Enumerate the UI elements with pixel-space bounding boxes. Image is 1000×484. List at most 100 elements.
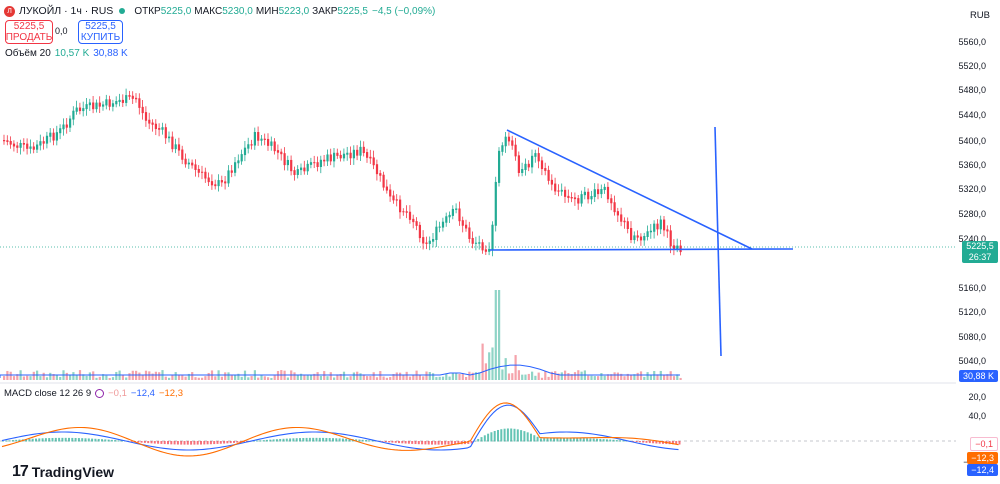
- candle-body: [663, 219, 666, 231]
- macd-histogram-bar: [599, 438, 602, 442]
- price-axis-label: 5360,0: [958, 160, 986, 170]
- macd-histogram-bar: [48, 438, 51, 442]
- volume-bar: [646, 372, 649, 380]
- volume-bar: [547, 376, 550, 380]
- macd-line: [1, 404, 679, 451]
- volume-bar: [49, 372, 52, 380]
- candle-body: [234, 162, 237, 173]
- volume-bar: [570, 374, 573, 380]
- volume-bar: [177, 374, 181, 380]
- volume-bar: [69, 375, 72, 380]
- macd-histogram-bar: [427, 441, 430, 445]
- volume-legend[interactable]: Объём 20 10,57 K 30,88 K: [5, 48, 128, 59]
- macd-histogram-bar: [233, 441, 235, 443]
- macd-histogram-bar: [64, 437, 67, 442]
- candle-body: [214, 184, 217, 187]
- macd-histogram-bar: [180, 441, 183, 445]
- volume-bar: [504, 358, 507, 380]
- macd-histogram-bar: [282, 438, 285, 442]
- volume-bar: [656, 374, 659, 380]
- tradingview-logo[interactable]: 17 TradingView: [12, 463, 114, 481]
- macd-histogram-bar: [437, 441, 440, 445]
- volume-bar: [375, 377, 379, 380]
- volume-bar: [392, 374, 395, 380]
- candle-body: [418, 224, 421, 239]
- macd-histogram-bar: [658, 441, 661, 444]
- volume-bar: [168, 377, 171, 380]
- volume-bar: [560, 372, 563, 380]
- macd-histogram-bar: [18, 439, 21, 442]
- volume-bar: [197, 377, 200, 380]
- candle-body: [290, 159, 293, 172]
- candle-body: [111, 103, 115, 107]
- volume-bar: [329, 372, 332, 380]
- sell-label: ПРОДАТЬ: [5, 32, 53, 43]
- macd-histogram-bar: [579, 438, 582, 442]
- macd-histogram-bar: [411, 441, 414, 444]
- macd-histogram-bar: [493, 430, 496, 442]
- volume-bar: [45, 377, 49, 380]
- volume-bar: [366, 376, 369, 380]
- volume-bar: [412, 375, 415, 380]
- candle-body: [224, 181, 227, 184]
- volume-bar: [346, 377, 349, 380]
- candle-body: [362, 146, 365, 154]
- volume-bar: [425, 371, 428, 380]
- candle-body: [587, 191, 590, 200]
- visibility-icon[interactable]: [95, 389, 105, 398]
- candle-body: [59, 128, 62, 134]
- price-axis-label: 5040,0: [958, 356, 986, 366]
- volume-bar: [316, 372, 319, 380]
- macd-histogram-bar: [157, 441, 160, 444]
- volume-bar: [630, 374, 633, 380]
- macd-histogram-bar: [25, 439, 28, 442]
- macd-histogram-bar: [503, 428, 506, 442]
- candle-body: [141, 106, 144, 114]
- volume-bar: [204, 376, 207, 380]
- volume-bar: [524, 374, 527, 380]
- macd-histogram-bar: [549, 438, 552, 442]
- currency-selector[interactable]: RUB: [969, 10, 990, 21]
- candle-body: [580, 194, 583, 204]
- macd-histogram-bar: [404, 441, 407, 444]
- volume-bar: [88, 372, 91, 380]
- macd-histogram-bar: [642, 441, 645, 443]
- candle-body: [174, 144, 177, 150]
- volume-bar: [369, 376, 372, 380]
- buy-button[interactable]: 5225,5 КУПИТЬ: [78, 20, 123, 44]
- candle-body: [333, 152, 336, 162]
- macd-histogram-bar: [183, 441, 186, 445]
- symbol-title[interactable]: ЛУКОЙЛ · 1ч · RUS: [19, 5, 114, 17]
- macd-legend[interactable]: MACD close 12 26 9 −0,1 −12,4 −12,3: [4, 388, 183, 399]
- candle-body: [659, 219, 662, 230]
- candle-body: [590, 196, 593, 200]
- macd-histogram-bar: [602, 439, 605, 442]
- macd-histogram-bar: [648, 441, 651, 444]
- volume-bar: [9, 371, 12, 380]
- volume-bar: [478, 372, 481, 380]
- volume-bar: [59, 376, 62, 380]
- candle-body: [570, 197, 573, 199]
- sell-button[interactable]: 5225,5 ПРОДАТЬ: [5, 20, 53, 44]
- volume-bar: [296, 375, 299, 380]
- candle-body: [610, 198, 613, 204]
- candle-body: [131, 95, 134, 99]
- macd-signal-tag: −12,3: [967, 452, 998, 464]
- candle-body: [468, 227, 471, 239]
- volume-bar: [422, 376, 425, 380]
- candle-body: [95, 102, 98, 110]
- volume-bar: [333, 377, 336, 380]
- price-axis-label: 5080,0: [958, 332, 986, 342]
- volume-bar: [379, 371, 382, 380]
- volume-bar: [309, 374, 313, 380]
- macd-histogram-bar: [266, 439, 268, 442]
- volume-bar: [620, 373, 623, 380]
- candle-body: [78, 107, 82, 112]
- candle-body: [349, 152, 352, 159]
- volume-bar: [639, 371, 643, 380]
- candle-body: [267, 138, 270, 146]
- macd-histogram-bar: [615, 440, 618, 442]
- volume-bar: [65, 372, 68, 380]
- candle-body: [286, 159, 289, 166]
